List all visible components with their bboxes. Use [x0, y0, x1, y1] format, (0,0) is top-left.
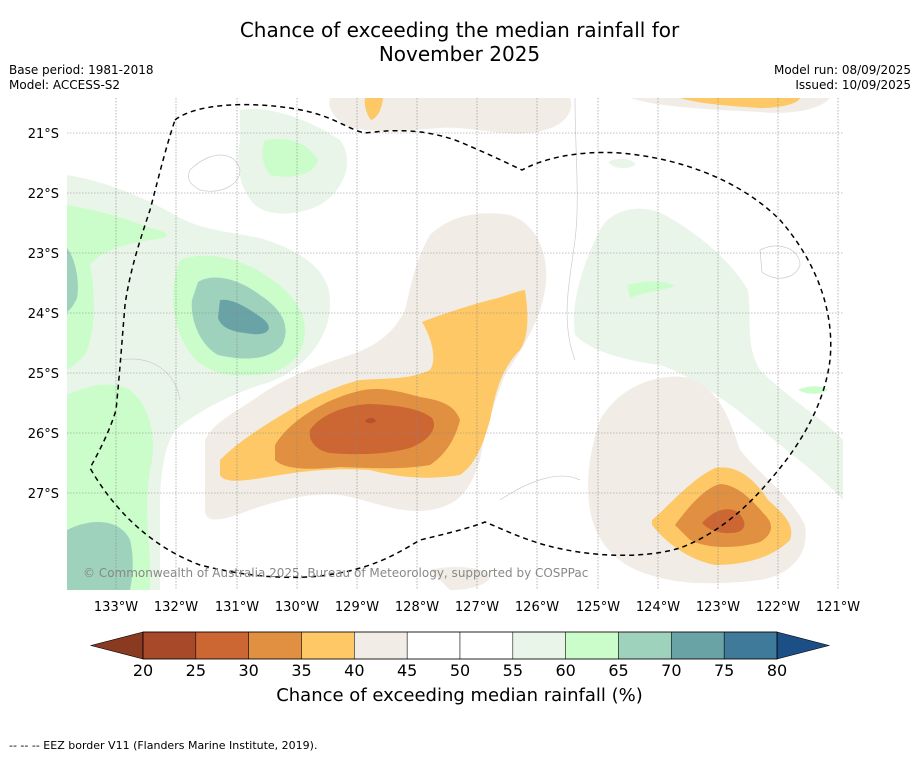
longitude-labels: 133°W 132°W 131°W 130°W 129°W 128°W 127°…	[94, 600, 860, 615]
colorbar-tick-label: 75	[714, 661, 734, 680]
contour-line-2	[566, 98, 578, 361]
colorbar-box	[248, 631, 302, 660]
lat-label: 21°S	[28, 127, 59, 142]
map-title: Chance of exceeding the median rainfall …	[0, 18, 919, 66]
colorbar-title: Chance of exceeding median rainfall (%)	[276, 685, 643, 706]
colorbar-tick-label: 45	[397, 661, 417, 680]
colorbar-boxes	[142, 631, 778, 660]
latitude-labels: 21°S 22°S 23°S 24°S 25°S 26°S 27°S	[28, 127, 59, 502]
region-teal-dark-center	[218, 299, 269, 335]
colorbar-above-arrow	[776, 631, 831, 660]
lon-label: 127°W	[455, 600, 499, 615]
contour-line-5	[499, 475, 581, 501]
region-green-west	[67, 205, 167, 370]
colorbar-box	[142, 631, 197, 660]
model-run: Model run: 08/09/2025	[773, 63, 911, 77]
meta-left: Base period: 1981-2018 Model: ACCESS-S2	[9, 63, 154, 93]
lon-label: 121°W	[816, 600, 860, 615]
colorbar-tick-label: 80	[767, 661, 787, 680]
region-green-east-small	[627, 281, 675, 298]
region-beige-bottom	[430, 567, 490, 590]
region-yellow-top-right	[680, 98, 800, 108]
colorbar-tick-label: 20	[133, 661, 153, 680]
colorbar-box	[459, 631, 514, 660]
region-yellow-top	[364, 98, 383, 120]
colorbar: 20 25 30 35 40 45 50 55 60 65 70 75 80	[89, 631, 831, 680]
colorbar-tick-label: 40	[344, 661, 364, 680]
region-beige-top	[329, 98, 572, 134]
colorbar-tick-label: 65	[608, 661, 628, 680]
issued-date: Issued: 10/09/2025	[795, 78, 911, 92]
lat-label: 23°S	[28, 247, 59, 262]
region-brown-main	[309, 404, 434, 455]
lon-label: 130°W	[275, 600, 319, 615]
colorbar-ticks: 20 25 30 35 40 45 50 55 60 65 70 75 80	[133, 661, 787, 680]
region-green-light-east	[574, 208, 843, 500]
lat-label: 22°S	[28, 187, 59, 202]
map-plot-area: © Commonwealth of Australia 2025, Bureau…	[67, 98, 843, 590]
model-name: Model: ACCESS-S2	[9, 78, 121, 92]
title-line-1: Chance of exceeding the median rainfall …	[239, 18, 680, 42]
lon-label: 131°W	[215, 600, 259, 615]
colorbar-box	[512, 631, 566, 660]
colorbar-below-arrow	[89, 631, 144, 660]
contour-line-4	[119, 358, 181, 401]
region-brown-darkest-dot	[365, 418, 376, 424]
lon-label: 126°W	[515, 600, 559, 615]
lat-label: 25°S	[28, 367, 59, 382]
colorbar-box	[565, 631, 619, 660]
region-brown-southeast	[702, 509, 745, 534]
lon-label: 125°W	[576, 600, 620, 615]
lon-label: 122°W	[756, 600, 800, 615]
lon-label: 133°W	[94, 600, 138, 615]
lon-label: 124°W	[636, 600, 680, 615]
colorbar-tick-label: 30	[238, 661, 258, 680]
colorbar-tick-label: 70	[661, 661, 681, 680]
lat-label: 24°S	[28, 307, 59, 322]
colorbar-outline	[142, 631, 778, 660]
region-teal-southwest	[67, 521, 133, 590]
region-green-light-top-east	[608, 158, 636, 169]
colorbar-box	[301, 631, 355, 660]
footer-note: -- -- -- EEZ border V11 (Flanders Marine…	[9, 739, 318, 752]
copyright-text: © Commonwealth of Australia 2025, Bureau…	[83, 566, 588, 580]
colorbar-box	[195, 631, 249, 660]
colorbar-box	[671, 631, 725, 660]
colorbar-tick-label: 60	[555, 661, 575, 680]
lon-label: 129°W	[335, 600, 379, 615]
eez-border	[89, 103, 832, 579]
colorbar-box	[406, 631, 461, 660]
colorbar-box	[618, 631, 672, 660]
region-green-far-east-small	[798, 386, 828, 394]
lon-label: 132°W	[154, 600, 198, 615]
colorbar-tick-label: 55	[503, 661, 523, 680]
lat-label: 26°S	[28, 427, 59, 442]
base-period: Base period: 1981-2018	[9, 63, 154, 77]
lat-label: 27°S	[28, 487, 59, 502]
colorbar-tick-label: 50	[450, 661, 470, 680]
colorbar-box	[354, 631, 408, 660]
colorbar-tick-label: 35	[291, 661, 311, 680]
colorbar-box	[723, 631, 778, 660]
lon-label: 128°W	[395, 600, 439, 615]
lon-label: 123°W	[696, 600, 740, 615]
contour-line-1	[188, 154, 241, 192]
title-line-2: November 2025	[378, 42, 541, 66]
meta-right: Model run: 08/09/2025 Issued: 10/09/2025	[774, 63, 911, 93]
colorbar-tick-label: 25	[186, 661, 206, 680]
region-teal-west	[67, 248, 78, 312]
graticule	[67, 98, 843, 590]
region-green-north-small	[262, 138, 318, 177]
